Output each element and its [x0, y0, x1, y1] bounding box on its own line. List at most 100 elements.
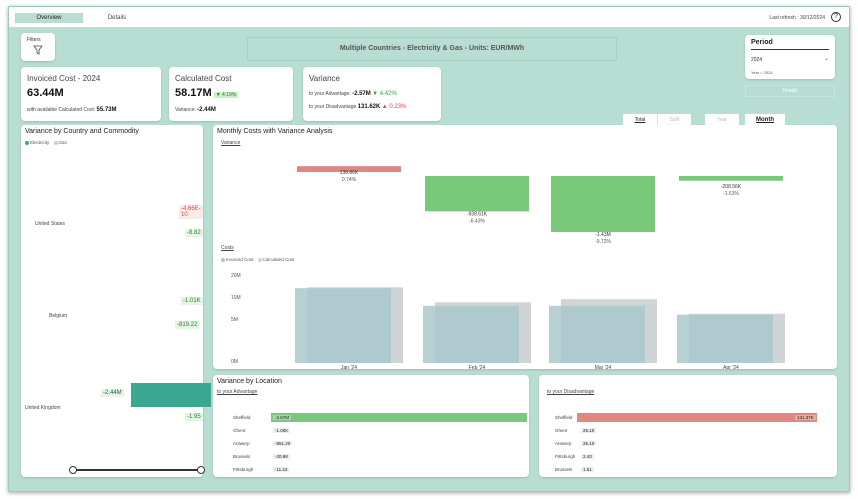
period-divider [751, 49, 829, 50]
disadvantage-location-value: 2.43 [581, 454, 594, 459]
details-button[interactable]: Details [745, 85, 835, 97]
advantage-location-label: Brussels [233, 454, 251, 459]
kpi-calculated-title: Calculated Cost [175, 74, 232, 83]
uk-gas-value: -1.95 [185, 413, 203, 421]
variance-value-label: 138.86K [340, 170, 359, 176]
period-filter-summary: Year = 2024 [751, 70, 773, 75]
legend-invoiced-dot [221, 257, 225, 262]
variance-value-label: -208.56K [721, 184, 742, 190]
disadvantage-location-label: Brussels [555, 467, 573, 472]
tab-year[interactable]: Year [705, 114, 739, 126]
country-panel-title: Variance by Country and Commodity [25, 128, 139, 135]
disadvantage-location-value: 25.10 [581, 441, 597, 446]
last-refresh: Last refresh : 30/12/2024 [769, 15, 825, 21]
kpi-variance-title: Variance [309, 74, 340, 83]
kpi-variance-advantage: to your Advantage: -2.57M ▼ 4.42% [309, 91, 397, 97]
monthly-costs-panel: Monthly Costs with Variance Analysis Var… [213, 125, 837, 369]
variance-section-label: Variance [221, 140, 241, 146]
kpi-variance: Variance to your Advantage: -2.57M ▼ 4.4… [303, 67, 441, 121]
chevron-down-icon[interactable]: ⌄ [823, 56, 829, 62]
invoiced-cost-bar[interactable] [677, 314, 773, 363]
disadvantage-location-value: 131.37K [795, 415, 816, 420]
period-label: Period [751, 39, 773, 46]
report-frame: Overview Details Last refresh : 30/12/20… [8, 6, 850, 492]
country-scroll-track[interactable] [71, 469, 201, 471]
legend-calculated-dot [257, 257, 262, 262]
advantage-location-label: Antwerp [233, 441, 250, 446]
disadvantage-location-label: Antwerp [555, 441, 572, 446]
y-tick-label: 5M [231, 317, 238, 323]
disadvantage-location-label: Sheffield [555, 415, 573, 420]
monthly-panel-title: Monthly Costs with Variance Analysis [217, 128, 333, 135]
invoiced-cost-bar[interactable] [423, 305, 519, 363]
belgium-electricity-value: -1.01K [181, 297, 203, 305]
kpi-calculated-cost: Calculated Cost 58.17M ▼ 4.19% Variance: … [169, 67, 293, 121]
disadvantage-location-value: 25.10 [581, 428, 597, 433]
scroll-handle-left[interactable] [69, 466, 77, 474]
advantage-location-label: Pittsburgh [233, 467, 254, 472]
advantage-location-label: Sheffield [233, 415, 251, 420]
kpi-calculated-pct: ▼ 4.19% [213, 92, 239, 98]
kpi-invoiced-sub: with available Calculated Cost: 55.73M [27, 107, 117, 113]
legend-gas-dot [53, 140, 58, 145]
disadvantage-location-label: Ghent [555, 428, 568, 433]
us-gas-value: -8.82 [185, 229, 203, 237]
invoiced-cost-bar[interactable] [549, 305, 645, 363]
advantage-location-value: -30.98 [273, 454, 290, 459]
variance-bar[interactable] [551, 176, 655, 232]
us-electricity-value: -4.66E-10 [179, 205, 203, 219]
kpi-variance-disadvantage: to your Disadvantage 131.62K ▲ 0.23% [309, 104, 407, 110]
advantage-location-value: -11.24 [273, 467, 290, 472]
uk-electricity-value: -2.44M [101, 389, 124, 397]
advantage-location-value: -851.20 [273, 441, 293, 446]
x-tick-label: Feb '24 [469, 365, 486, 369]
disadvantage-location-bar[interactable] [577, 413, 817, 422]
disadvantage-subtitle: to your Disadvantage [547, 389, 595, 395]
y-tick-label: 0M [231, 359, 238, 365]
disadvantage-location-label: Pittsburgh [555, 454, 576, 459]
legend-electricity-dot [25, 140, 29, 145]
advantage-location-bar[interactable] [271, 413, 527, 422]
location-disadvantage-panel: to your Disadvantage Sheffield 131.37K Ghe… [539, 375, 837, 477]
tab-split[interactable]: Split [657, 114, 691, 126]
scroll-handle-right[interactable] [197, 466, 205, 474]
belgium-gas-value: -819.22 [175, 321, 200, 329]
kpi-invoiced-value: 63.44M [27, 87, 64, 99]
tab-total[interactable]: Total [623, 114, 657, 126]
tab-details[interactable]: Details [107, 15, 127, 21]
tab-overview[interactable]: Overview [15, 13, 83, 23]
costs-legend: Invoiced Cost Calculated Cost [221, 257, 294, 262]
filters-label: Filters [27, 37, 41, 43]
advantage-subtitle: to your Advantage [217, 389, 258, 395]
country-variance-panel: Variance by Country and Commodity Electr… [21, 125, 211, 477]
disadvantage-location-value: 1.51 [581, 467, 594, 472]
country-label-belgium: Belgium [49, 313, 68, 319]
x-tick-label: Jan '24 [341, 365, 357, 369]
top-bar: Overview Details Last refresh : 30/12/20… [9, 7, 849, 27]
advantage-location-value: -2.57M [273, 415, 292, 420]
y-tick-label: 20M [231, 273, 241, 279]
period-value: 2024 [751, 57, 763, 63]
period-slicer[interactable]: Period 2024 ⌄ Year = 2024 [745, 35, 835, 79]
variance-bar[interactable] [297, 166, 401, 172]
help-icon[interactable]: ? [831, 12, 841, 22]
variance-pct-label: 0.74% [342, 177, 357, 183]
kpi-calculated-variance: Variance: -2.44M [175, 107, 216, 113]
variance-pct-label: -6.43% [469, 218, 485, 224]
uk-electricity-bar[interactable] [131, 383, 211, 407]
variance-bar[interactable] [679, 176, 783, 181]
advantage-location-value: -1.00K [273, 428, 291, 433]
country-label-us: United States [35, 221, 66, 227]
invoiced-cost-bar[interactable] [295, 288, 391, 363]
x-tick-label: Mar '24 [595, 365, 612, 369]
page-title: Multiple Countries - Electricity & Gas -… [247, 37, 617, 61]
location-advantage-panel: Variance by Location to your Advantage S… [213, 375, 529, 477]
variance-bar[interactable] [425, 176, 529, 212]
location-panel-title: Variance by Location [217, 378, 282, 385]
costs-section-label: Costs [221, 245, 234, 251]
tab-month[interactable]: Month [745, 114, 785, 126]
filters-button[interactable]: Filters [21, 33, 55, 61]
filter-icon [33, 45, 43, 55]
country-legend: Electricity Gas [25, 140, 67, 145]
